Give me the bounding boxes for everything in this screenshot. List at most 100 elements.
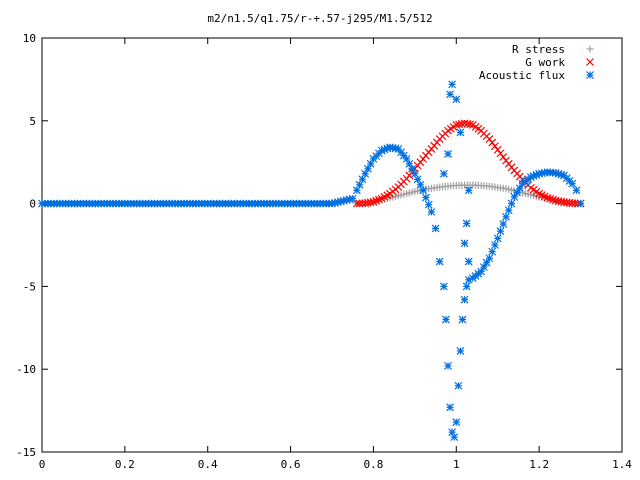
data-point: [557, 170, 566, 179]
plot-marks: [38, 80, 585, 442]
data-point: [462, 282, 471, 291]
data-point: [452, 418, 461, 427]
data-point: [383, 191, 392, 200]
data-point: [455, 120, 463, 129]
data-point: [424, 148, 433, 157]
legend-marker: [586, 45, 594, 53]
data-point: [446, 403, 454, 412]
data-point: [375, 149, 383, 158]
data-point: [491, 142, 499, 151]
data-point: [454, 381, 463, 390]
data-point: [435, 257, 444, 266]
series-g-work: [352, 119, 585, 208]
data-point: [375, 195, 383, 204]
y-tick-label: -15: [16, 446, 36, 459]
data-point: [499, 184, 507, 192]
data-point: [444, 361, 452, 370]
data-point: [507, 199, 516, 208]
data-point: [358, 175, 367, 184]
data-point: [524, 175, 533, 184]
data-point: [200, 199, 209, 208]
data-point: [572, 186, 581, 195]
data-point: [421, 193, 430, 202]
data-point: [442, 315, 450, 324]
data-point: [452, 95, 461, 104]
data-point: [499, 220, 508, 228]
data-point: [466, 120, 475, 129]
data-point: [493, 234, 502, 243]
x-tick-label: 1.2: [529, 458, 549, 471]
data-point: [159, 199, 168, 208]
legend-marker: [586, 71, 594, 79]
x-tick-label: 0.4: [198, 458, 218, 471]
y-tick-label: 10: [23, 32, 36, 45]
data-point: [431, 224, 440, 233]
data-point: [540, 192, 549, 201]
legend-label: G work: [525, 56, 565, 69]
data-point: [515, 184, 524, 193]
x-tick-label: 1.4: [612, 458, 632, 471]
data-point: [416, 158, 425, 167]
data-point: [499, 153, 508, 161]
data-point: [460, 239, 469, 248]
data-point: [576, 199, 585, 208]
data-point: [549, 195, 557, 204]
legend-label: Acoustic flux: [479, 69, 565, 82]
data-point: [532, 170, 541, 179]
data-point: [439, 169, 448, 178]
data-point: [462, 219, 471, 228]
data-point: [488, 247, 497, 256]
data-point: [76, 199, 85, 208]
y-tick-label: 5: [29, 115, 36, 128]
data-point: [355, 199, 364, 208]
data-point: [565, 177, 574, 185]
x-tick-label: 0.6: [281, 458, 301, 471]
data-point: [366, 159, 375, 168]
data-point: [391, 144, 400, 153]
legend-marker: [586, 58, 594, 66]
data-point: [439, 282, 448, 291]
x-tick-label: 0.2: [115, 458, 135, 471]
data-point: [424, 200, 433, 209]
data-point: [463, 119, 472, 128]
x-tick-label: 1: [453, 458, 460, 471]
data-point: [342, 196, 351, 204]
data-point: [427, 207, 436, 216]
data-point: [450, 433, 459, 442]
x-tick-label: 0: [39, 458, 46, 471]
data-point: [483, 182, 491, 190]
y-tick-label: -5: [23, 280, 36, 293]
data-point: [482, 258, 491, 267]
y-tick-label: -10: [16, 363, 36, 376]
data-point: [366, 198, 375, 207]
data-point: [496, 227, 505, 236]
data-point: [408, 164, 417, 173]
data-point: [433, 183, 441, 191]
axis-ticks: 0 0.2 0.4 0.6 0.8 1 1.2 1.4 -15 -10 -5 0 5 10: [16, 32, 632, 471]
data-point: [400, 190, 408, 198]
data-point: [283, 199, 292, 208]
data-point: [562, 198, 571, 207]
data-point: [546, 194, 555, 203]
x-tick-label: 0.8: [363, 458, 383, 471]
data-point: [532, 187, 541, 196]
data-point: [464, 257, 473, 266]
data-point: [444, 149, 452, 158]
data-point: [464, 186, 473, 195]
chart-title: m2/n1.5/q1.75/r-+.57-j295/M1.5/512: [207, 12, 432, 25]
data-point: [399, 151, 408, 160]
data-point: [504, 206, 513, 215]
data-point: [507, 163, 516, 172]
data-point: [502, 212, 510, 221]
plot-frame: [41, 37, 623, 453]
data-point: [482, 132, 491, 141]
data-point: [363, 198, 372, 207]
y-tick-label: 0: [29, 198, 36, 211]
data-point: [474, 269, 483, 278]
data-point: [491, 241, 499, 249]
data-point: [117, 199, 126, 208]
data-point: [446, 90, 454, 99]
data-point: [457, 119, 466, 128]
legend-label: R stress: [512, 43, 565, 56]
